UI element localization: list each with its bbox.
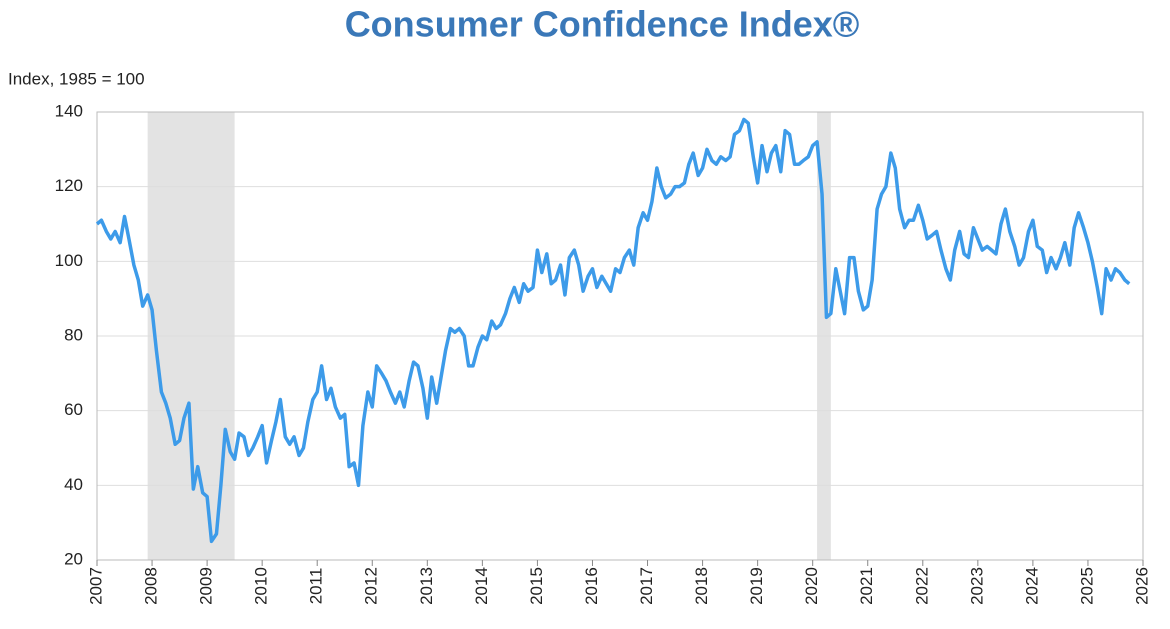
x-tick-label: 2026 (1132, 567, 1151, 605)
x-tick-label: 2024 (1022, 567, 1041, 605)
x-tick-label: 2010 (252, 567, 271, 605)
y-tick-label: 20 (64, 549, 83, 568)
x-tick-label: 2016 (582, 567, 601, 605)
x-tick-label: 2013 (417, 567, 436, 605)
x-tick-label: 2009 (197, 567, 216, 605)
x-tick-label: 2008 (142, 567, 161, 605)
x-tick-label: 2017 (637, 567, 656, 605)
x-tick-label: 2020 (802, 567, 821, 605)
plot-border (96, 111, 1144, 561)
chart-title: Consumer Confidence Index® (345, 4, 860, 45)
x-tick-label: 2011 (307, 568, 326, 605)
y-tick-label: 60 (64, 400, 83, 419)
x-tick-label: 2025 (1077, 567, 1096, 605)
y-tick-label: 80 (64, 325, 83, 344)
y-tick-label: 120 (55, 176, 83, 195)
x-tick-label: 2007 (86, 567, 105, 605)
x-tick-label: 2021 (857, 567, 876, 605)
y-tick-label: 140 (55, 101, 83, 120)
x-tick-label: 2012 (362, 567, 381, 605)
x-tick-label: 2023 (967, 567, 986, 605)
y-axis-label: Index, 1985 = 100 (8, 69, 145, 88)
series-line (95, 117, 1131, 544)
x-tick-label: 2022 (912, 567, 931, 605)
y-tick-label: 40 (64, 475, 83, 494)
x-tick-label: 2018 (692, 567, 711, 605)
x-tick-label: 2019 (747, 567, 766, 605)
x-tick-label: 2014 (472, 567, 491, 605)
x-tick-label: 2015 (527, 567, 546, 605)
y-tick-label: 100 (55, 251, 83, 270)
